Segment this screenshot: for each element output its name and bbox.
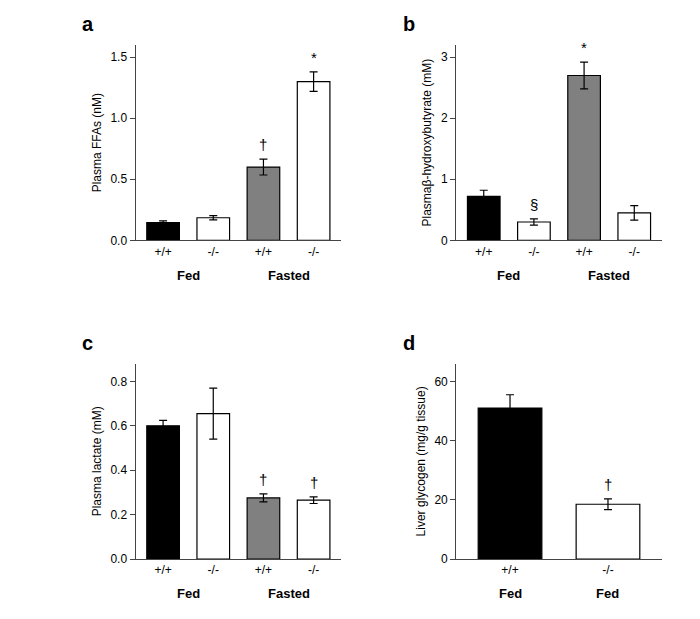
svg-text:b: b <box>403 13 415 35</box>
svg-text:†: † <box>259 471 267 488</box>
svg-text:0.8: 0.8 <box>110 375 127 389</box>
svg-text:+/+: +/+ <box>575 245 592 259</box>
svg-text:-/-: -/- <box>528 245 539 259</box>
svg-text:0.0: 0.0 <box>110 552 127 566</box>
svg-text:0.6: 0.6 <box>110 419 127 433</box>
svg-text:2: 2 <box>441 111 448 125</box>
svg-text:1: 1 <box>441 172 448 186</box>
svg-text:Fasted: Fasted <box>268 586 310 601</box>
svg-text:1.0: 1.0 <box>110 111 127 125</box>
svg-text:†: † <box>604 476 612 493</box>
svg-text:-/-: -/- <box>308 563 319 577</box>
svg-text:0: 0 <box>441 552 448 566</box>
svg-text:c: c <box>82 332 93 354</box>
svg-text:0.0: 0.0 <box>110 234 127 248</box>
svg-text:Liver glycogen (mg/g tissue): Liver glycogen (mg/g tissue) <box>414 386 428 536</box>
svg-text:0.2: 0.2 <box>110 508 127 522</box>
svg-text:Fed: Fed <box>596 586 619 601</box>
svg-text:40: 40 <box>434 434 448 448</box>
svg-text:+/+: +/+ <box>501 563 518 577</box>
svg-text:+/+: +/+ <box>154 245 171 259</box>
svg-text:-/-: -/- <box>629 245 640 259</box>
svg-text:+/+: +/+ <box>154 563 171 577</box>
svg-text:*: * <box>581 39 587 56</box>
svg-text:Fed: Fed <box>177 586 200 601</box>
svg-text:0.4: 0.4 <box>110 463 127 477</box>
svg-text:0.5: 0.5 <box>110 172 127 186</box>
svg-text:+/+: +/+ <box>475 245 492 259</box>
svg-text:d: d <box>403 332 415 354</box>
svg-text:Fed: Fed <box>177 268 200 283</box>
svg-text:Plasma FFAs (nM): Plasma FFAs (nM) <box>90 93 104 192</box>
svg-text:Plasma lactate (mM): Plasma lactate (mM) <box>90 406 104 516</box>
svg-text:Fed: Fed <box>499 586 522 601</box>
svg-text:60: 60 <box>434 375 448 389</box>
svg-text:Fasted: Fasted <box>268 268 310 283</box>
svg-text:0: 0 <box>441 234 448 248</box>
svg-text:-/-: -/- <box>208 563 219 577</box>
svg-text:+/+: +/+ <box>255 563 272 577</box>
svg-text:†: † <box>259 136 267 153</box>
svg-text:-/-: -/- <box>602 563 613 577</box>
svg-text:Fasted: Fasted <box>588 268 630 283</box>
svg-text:-/-: -/- <box>308 245 319 259</box>
svg-text:+/+: +/+ <box>255 245 272 259</box>
svg-text:†: † <box>310 474 318 491</box>
svg-text:3: 3 <box>441 50 448 64</box>
svg-text:*: * <box>311 49 317 66</box>
svg-text:Plasmaβ-hydroxybutyrate (mM): Plasmaβ-hydroxybutyrate (mM) <box>420 59 434 227</box>
svg-text:a: a <box>82 13 94 35</box>
svg-text:20: 20 <box>434 493 448 507</box>
svg-text:Fed: Fed <box>497 268 520 283</box>
svg-text:1.5: 1.5 <box>110 50 127 64</box>
svg-text:-/-: -/- <box>208 245 219 259</box>
svg-text:§: § <box>530 196 538 213</box>
